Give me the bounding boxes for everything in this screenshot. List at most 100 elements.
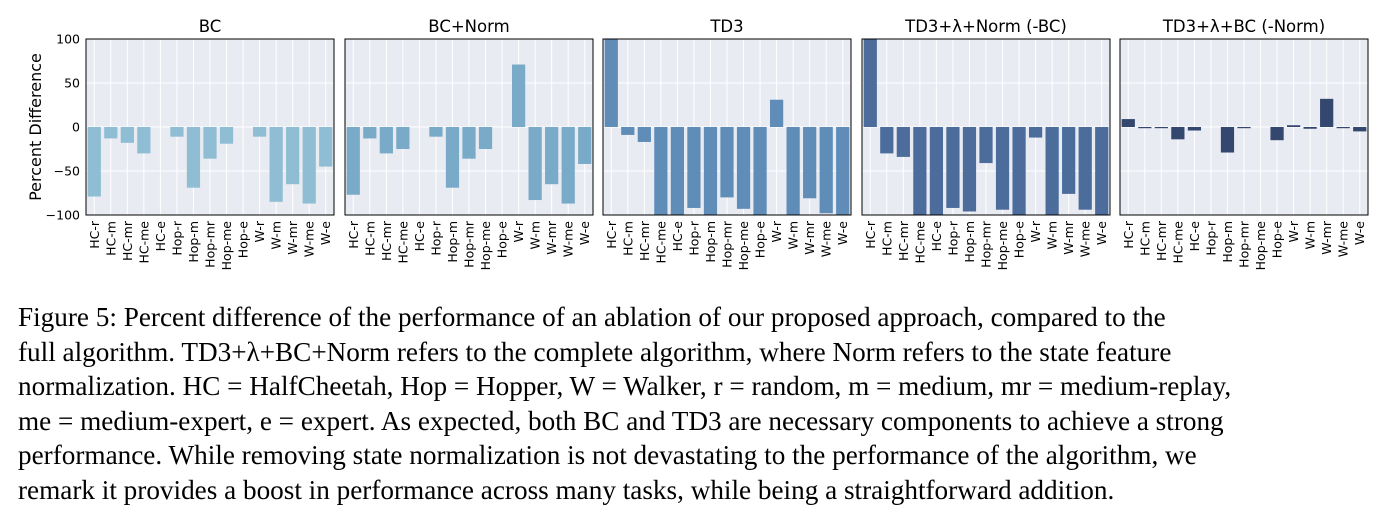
x-tick-label: W-r [1286,220,1301,242]
chart-title: TD3+λ+Norm (-BC) [904,17,1067,36]
bar-Hop-mr [720,127,734,198]
x-tick-label: Hop-mr [1237,220,1252,268]
x-tick-label: Hop-mr [203,220,218,268]
x-tick-label: HC-me [653,221,668,264]
plot-frame [1119,38,1369,216]
x-tick-label: Hop-e [1012,221,1027,258]
bar-W-m [269,127,283,202]
chart-panel-2: HC-r HC-m HC-mr HC-me HC-e Hop-r Hop-m Hop-mr Ho… [344,17,594,270]
ablation-bar-charts: HC-r HC-m HC-mr HC-me HC-e Hop-r Hop-m Hop-mr Ho… [26,17,1369,271]
x-tick-label: Hop-r [1203,220,1218,255]
x-tick-label: HC-r [87,220,102,249]
x-tick-label: HC-me [912,221,927,264]
x-tick-label: Hop-me [736,221,751,271]
bar-Hop-mr [979,127,993,164]
figure-caption: Figure 5: Percent difference of the perf… [18,300,1378,507]
x-tick-label: HC-r [863,220,878,249]
chart-title: TD3+λ+BC (-Norm) [1162,17,1325,36]
x-tick-label: HC-me [395,221,410,264]
bar-HC-m [621,127,635,135]
x-tick-label: HC-mr [120,220,135,261]
x-tick-label: HC-r [1121,220,1136,249]
bar-HC-me [913,127,927,215]
x-tick-label: Hop-me [1253,221,1268,271]
bar-Hop-me [995,127,1010,210]
bar-HC-e [670,127,685,215]
bar-Hop-e [753,127,767,215]
bar-W-e [836,127,850,215]
x-tick-label: HC-me [136,221,151,264]
x-tick-label: W-me [819,221,834,258]
x-tick-label: Hop-me [219,221,234,271]
bar-HC-r [604,39,618,127]
x-tick-label: W-e [318,221,333,245]
bar-W-e [319,127,333,167]
plot-frame [344,38,594,216]
x-tick-label: W-m [786,221,801,250]
bar-HC-me [396,127,410,149]
x-tick-label: Hop-m [445,221,460,263]
caption-line-5: performance. While removing state normal… [18,440,1197,470]
bar-W-m [528,127,542,201]
x-tick-label: HC-m [103,221,118,256]
x-tick-label: HC-e [153,221,168,252]
x-tick-label: Hop-e [1270,221,1285,258]
x-tick-label: W-me [1078,221,1093,258]
bar-W-e [1353,127,1367,132]
bar-HC-mr [120,127,134,143]
y-tick-label: 100 [56,32,80,47]
bar-HC-m [880,127,894,154]
x-tick-label: Hop-mr [720,220,735,268]
x-tick-label: W-m [528,221,543,250]
x-tick-label: Hop-e [495,221,510,258]
x-tick-label: W-e [1352,221,1367,245]
bar-W-r [1028,127,1043,138]
x-tick-label: HC-mr [379,220,394,261]
chart-title: TD3 [709,17,743,36]
bar-HC-e [929,127,944,215]
x-tick-label: HC-e [412,221,427,252]
bar-W-r [769,99,784,127]
bar-Hop-r [429,127,443,137]
x-tick-label: W-m [1045,221,1060,250]
bar-Hop-me [478,127,493,149]
x-tick-label: HC-mr [1154,220,1169,261]
bar-HC-me [1171,127,1185,140]
bar-W-me [302,127,316,204]
x-tick-label: Hop-e [753,221,768,258]
bar-Hop-m [186,127,201,188]
bar-W-me [561,127,575,204]
bar-Hop-m [1220,127,1235,153]
bar-Hop-m [445,127,460,188]
x-tick-label: Hop-m [962,221,977,263]
bar-HC-e [1187,127,1202,131]
y-tick-label: −100 [46,208,80,223]
bar-HC-mr [1154,127,1168,129]
x-tick-label: Hop-me [995,221,1010,271]
bar-W-mr [803,127,817,199]
bar-Hop-mr [1237,127,1251,129]
x-tick-label: W-m [269,221,284,250]
bar-HC-m [363,127,377,139]
caption-line-3: normalization. HC = HalfCheetah, Hop = H… [18,371,1232,401]
chart-title: BC+Norm [428,17,509,36]
bar-Hop-r [170,127,184,137]
x-tick-label: Hop-m [186,221,201,263]
bar-HC-m [104,127,118,139]
caption-line-6: remark it provides a boost in performanc… [18,474,1115,505]
x-tick-label: Hop-e [236,221,251,258]
bar-Hop-mr [462,127,476,159]
chart-panel-3: HC-r HC-m HC-mr HC-me HC-e Hop-r Hop-m Hop-mr Ho… [602,17,852,271]
x-tick-label: HC-r [604,220,619,249]
bar-W-mr [545,127,559,185]
bar-W-mr [286,127,300,185]
x-tick-label: HC-mr [637,220,652,261]
x-tick-label: W-r [1028,220,1043,242]
bar-W-m [1045,127,1059,215]
bar-HC-r [863,39,877,127]
x-tick-label: W-e [835,221,850,245]
x-tick-label: W-r [252,220,267,242]
x-tick-label: Hop-mr [979,220,994,268]
y-tick-label: 50 [64,76,80,91]
bar-W-m [1303,127,1317,129]
